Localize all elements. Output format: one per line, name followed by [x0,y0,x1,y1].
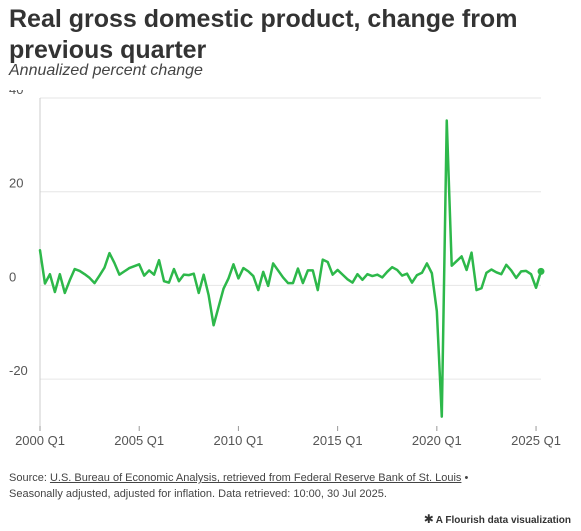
chart-subtitle: Annualized percent change [9,62,203,79]
y-tick-label: 40 [9,90,23,97]
flourish-credit[interactable]: ✱ A Flourish data visualization [424,512,571,526]
gridlines [39,97,541,426]
footer-source: Source: U.S. Bureau of Economic Analysis… [9,470,574,502]
x-tick-label: 2015 Q1 [313,433,363,448]
x-tick-label: 2025 Q1 [511,433,561,448]
source-link[interactable]: U.S. Bureau of Economic Analysis, retrie… [49,472,462,484]
credit-label: A Flourish data visualization [435,515,571,526]
x-tick-label: 2005 Q1 [114,433,164,448]
x-tick-label: 2000 Q1 [15,433,65,448]
last-point-marker[interactable] [537,267,545,275]
x-tick-label: 2010 Q1 [213,433,263,448]
x-tick-label: 2020 Q1 [412,433,462,448]
source-bullet: • [461,472,469,484]
y-tick-label: -20 [9,363,28,378]
series-layer [38,119,545,418]
y-tick-label: 0 [9,269,16,284]
gdp-line-chart: 40 20 0 -20 2000 Q1 2005 Q1 2010 Q1 2015 Q1 202… [9,90,561,448]
chart-title: Real gross domestic product, change from… [9,5,518,64]
flourish-star-icon: ✱ [423,512,434,526]
source-prefix: Source: [9,472,50,484]
y-axis: 40 20 0 -20 [9,90,28,378]
gdp-series-line [38,119,543,418]
footer-note: Seasonally adjusted, adjusted for inflat… [9,488,387,500]
y-tick-label: 20 [9,176,23,191]
x-axis: 2000 Q1 2005 Q1 2010 Q1 2015 Q1 2020 Q1 2025 … [15,426,561,448]
